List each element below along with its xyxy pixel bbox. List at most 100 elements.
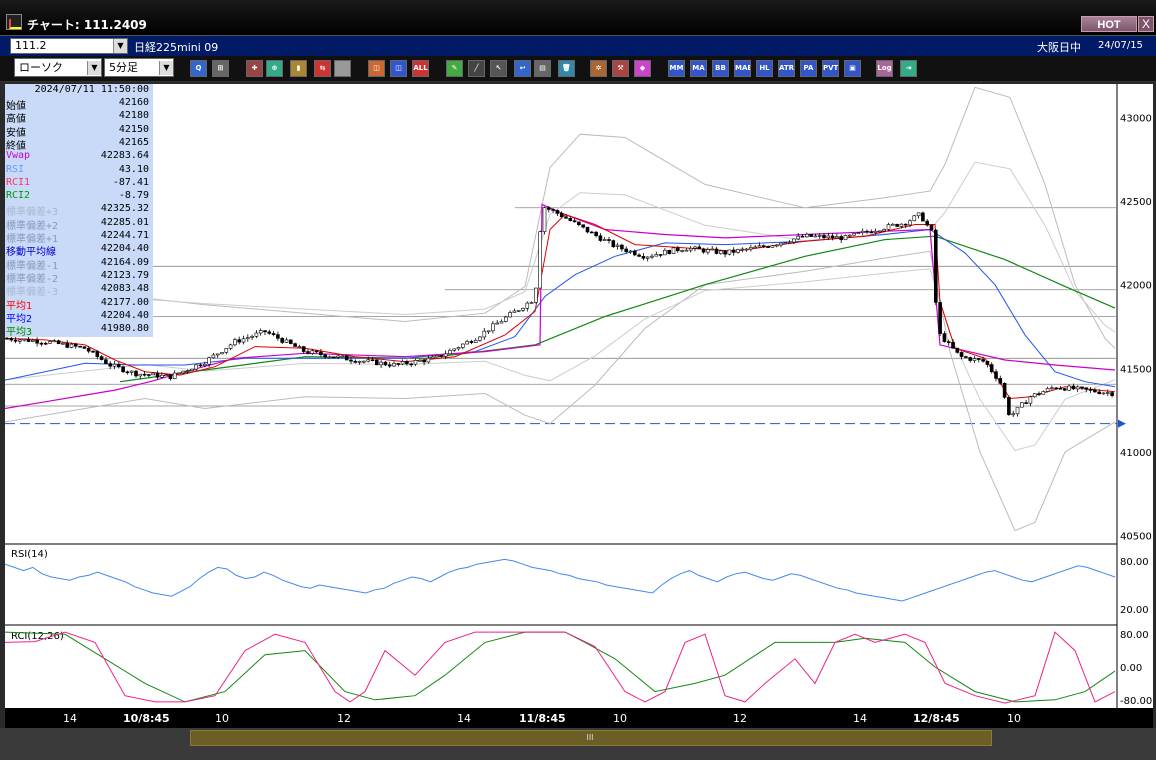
candle-body bbox=[203, 363, 207, 366]
split-icon[interactable]: ⇆ bbox=[314, 60, 331, 77]
info-label: 標準偏差+1 bbox=[6, 234, 59, 245]
candle-body bbox=[641, 256, 646, 259]
bars-icon[interactable]: ▮ bbox=[290, 60, 307, 77]
chart-canvas[interactable]: 43000 42500 42000 41500 41000 40500 RSI(14) 80.… bbox=[5, 84, 1153, 710]
candle-body bbox=[125, 371, 130, 374]
info-label: 平均3 bbox=[6, 327, 33, 339]
candle-body bbox=[559, 213, 564, 218]
trash-icon[interactable]: 🗑 bbox=[558, 60, 575, 77]
candle-body bbox=[976, 358, 981, 360]
candle-body bbox=[22, 338, 27, 341]
period-select[interactable]: 5分足 ▼ bbox=[104, 58, 174, 77]
para-icon[interactable]: PA bbox=[800, 60, 817, 77]
symbol-code-select[interactable]: 111.2 ▼ bbox=[10, 38, 128, 54]
candle-body bbox=[160, 374, 164, 378]
info-row: 標準偏差+2 42285.01 bbox=[5, 217, 153, 232]
y-tick-label: 41000 bbox=[1120, 448, 1152, 459]
candle-body bbox=[293, 343, 297, 347]
info-label: RCI2 bbox=[6, 190, 31, 202]
candle-body bbox=[117, 363, 121, 368]
candle-body bbox=[994, 371, 998, 379]
candle-body bbox=[968, 357, 973, 361]
scrollbar-grip-icon[interactable]: III bbox=[586, 733, 594, 742]
candle-body bbox=[288, 339, 293, 344]
pattern-icon[interactable]: ⊕ bbox=[266, 60, 283, 77]
box-icon[interactable]: ▣ bbox=[844, 60, 861, 77]
candle-body bbox=[95, 351, 100, 357]
wrench-icon[interactable]: ⚒ bbox=[612, 60, 629, 77]
current-price-marker-icon bbox=[1118, 419, 1126, 428]
candle-body bbox=[271, 333, 276, 335]
color-icon[interactable]: ◆ bbox=[634, 60, 651, 77]
chevron-down-icon[interactable]: ▼ bbox=[159, 61, 173, 75]
candle-body bbox=[301, 346, 306, 352]
arrow-icon[interactable]: ↩ bbox=[514, 60, 531, 77]
note-icon[interactable]: ▤ bbox=[534, 60, 551, 77]
candle-body bbox=[331, 356, 336, 359]
candle-body bbox=[86, 348, 91, 352]
chevron-down-icon[interactable]: ▼ bbox=[87, 61, 101, 75]
info-label: RSI bbox=[6, 163, 25, 175]
mm-icon[interactable]: MM bbox=[668, 60, 685, 77]
exit-icon[interactable]: ⇥ bbox=[900, 60, 917, 77]
info-row: 安値 42150 bbox=[5, 124, 153, 139]
candle-body bbox=[749, 247, 753, 250]
candle-body bbox=[69, 343, 74, 348]
candle-body bbox=[1015, 406, 1020, 415]
mae-icon[interactable]: MAE bbox=[734, 60, 751, 77]
info-row: RCI2 -8.79 bbox=[5, 190, 153, 203]
candle-body bbox=[856, 232, 861, 234]
layout-icon[interactable]: ⊞ bbox=[212, 60, 229, 77]
candle2-icon[interactable]: ◫ bbox=[390, 60, 407, 77]
log-icon[interactable]: Log bbox=[876, 60, 893, 77]
candle-body bbox=[1050, 387, 1054, 390]
bollinger-lower-band bbox=[5, 250, 1116, 532]
candle-body bbox=[688, 248, 693, 251]
info-value: -87.41 bbox=[112, 176, 149, 188]
chart-type-select[interactable]: ローソク ▼ bbox=[14, 58, 102, 77]
pvt-icon[interactable]: PVT bbox=[822, 60, 839, 77]
candle-body bbox=[52, 340, 57, 343]
line-icon[interactable]: ╱ bbox=[468, 60, 485, 77]
rci2-line bbox=[5, 631, 1116, 703]
chevron-down-icon[interactable]: ▼ bbox=[113, 39, 127, 53]
candle-body bbox=[770, 245, 775, 248]
info-value: -8.79 bbox=[118, 190, 149, 202]
candle-body bbox=[998, 378, 1003, 384]
candle-body bbox=[607, 239, 611, 241]
candle-body bbox=[529, 302, 534, 304]
info-label: 高値 bbox=[6, 114, 26, 126]
timeline-scrollbar[interactable] bbox=[190, 730, 992, 746]
blank-icon[interactable] bbox=[334, 60, 351, 77]
info-row: 標準偏差-1 42164.09 bbox=[5, 256, 153, 272]
hl-icon[interactable]: HL bbox=[756, 60, 773, 77]
candle-body bbox=[263, 330, 267, 333]
bb-icon[interactable]: BB bbox=[712, 60, 729, 77]
cursor-icon[interactable]: ↖ bbox=[490, 60, 507, 77]
hot-button[interactable]: HOT bbox=[1081, 16, 1137, 32]
candle-body bbox=[1054, 387, 1058, 390]
ma-icon[interactable]: MA bbox=[690, 60, 707, 77]
atr-icon[interactable]: ATR bbox=[778, 60, 795, 77]
info-value: 42164.09 bbox=[100, 256, 149, 268]
candle-body bbox=[955, 347, 960, 353]
zoom-icon[interactable]: Q bbox=[190, 60, 207, 77]
info-label: 平均2 bbox=[6, 313, 33, 325]
pen-icon[interactable]: ✎ bbox=[446, 60, 463, 77]
chart-area[interactable]: 43000 42500 42000 41500 41000 40500 RSI(14) 80.… bbox=[5, 84, 1153, 710]
candle-body bbox=[349, 359, 353, 362]
candle-body bbox=[147, 374, 151, 376]
candle-body bbox=[912, 215, 917, 222]
all-icon[interactable]: ALL bbox=[412, 60, 429, 77]
candle-body bbox=[417, 360, 422, 362]
close-button[interactable]: X bbox=[1138, 16, 1154, 32]
cross-icon[interactable]: ✚ bbox=[246, 60, 263, 77]
candle-body bbox=[800, 235, 805, 238]
candle-icon[interactable]: ◫ bbox=[368, 60, 385, 77]
settings-icon[interactable]: ✲ bbox=[590, 60, 607, 77]
candle-body bbox=[577, 221, 581, 226]
candle-body bbox=[718, 250, 723, 254]
candle-body bbox=[241, 338, 246, 343]
candle-body bbox=[572, 220, 577, 223]
info-label: 移動平均線 bbox=[6, 247, 56, 259]
